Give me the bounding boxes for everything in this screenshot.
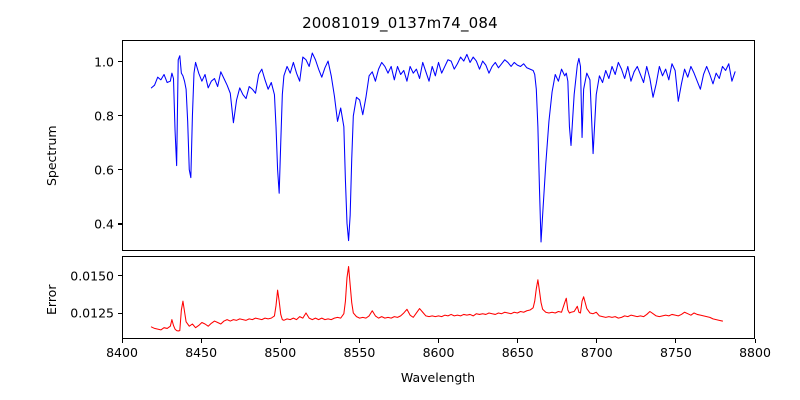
spectrum-y-tick-label: 0.4: [94, 216, 114, 232]
x-tick-label: 8750: [659, 345, 692, 360]
x-tick-label: 8550: [343, 345, 376, 360]
figure-title: 20081019_0137m74_084: [302, 14, 498, 32]
spectrum-y-tick-label: 1.0: [94, 54, 114, 70]
x-tick-label: 8600: [422, 345, 455, 360]
spectrum-y-tick-mark: [118, 169, 122, 171]
x-tick-label: 8700: [580, 345, 613, 360]
error-y-axis-label: Error: [44, 284, 59, 315]
x-tick-mark: [596, 339, 598, 343]
spectrum-series: [123, 41, 754, 250]
x-tick-label: 8650: [501, 345, 534, 360]
spectrum-y-tick-label: 0.6: [94, 162, 114, 178]
error-y-tick-label: 0.0150: [70, 268, 114, 284]
x-tick-label: 8400: [106, 345, 138, 360]
x-tick-mark: [279, 339, 281, 343]
x-tick-mark: [517, 339, 519, 343]
x-tick-label: 8450: [185, 345, 218, 360]
x-tick-mark: [358, 339, 360, 343]
x-tick-mark: [438, 339, 440, 343]
x-tick-mark: [200, 339, 202, 343]
x-tick-label: 8500: [264, 345, 297, 360]
x-tick-mark: [675, 339, 677, 343]
error-y-tick-mark: [118, 275, 122, 277]
spectrum-y-axis-label: Spectrum: [44, 125, 59, 186]
spectrum-y-tick-mark: [118, 115, 122, 117]
x-tick-label: 8800: [739, 345, 771, 360]
spectrum-y-tick-mark: [118, 61, 122, 63]
x-axis-label: Wavelength: [400, 370, 476, 385]
error-series: [123, 257, 754, 338]
spectrum-y-tick-mark: [118, 223, 122, 225]
x-tick-mark: [754, 339, 756, 343]
spectrum-plot-area: [122, 40, 755, 251]
error-y-tick-mark: [118, 312, 122, 314]
x-tick-mark: [121, 339, 123, 343]
spectrum-y-tick-label: 0.8: [94, 108, 114, 124]
error-y-tick-label: 0.0125: [70, 305, 114, 321]
error-plot-area: [122, 256, 755, 339]
